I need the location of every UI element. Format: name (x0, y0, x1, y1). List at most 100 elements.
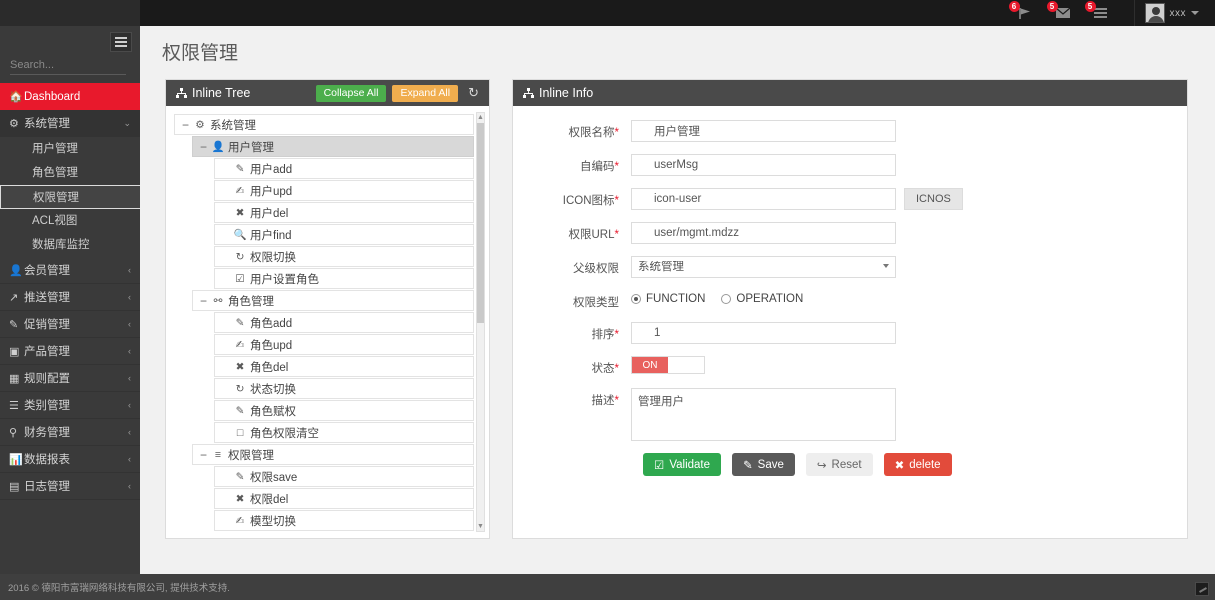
sidebar-item-dashboard[interactable]: 🏠 Dashboard (0, 83, 147, 110)
collapse-all-button[interactable]: Collapse All (315, 84, 387, 102)
tree-node[interactable]: ✖ 权限del (214, 488, 474, 509)
sidebar-item-member-management[interactable]: 👤 会员管理 ‹ (0, 257, 140, 284)
sidebar-item-category-management[interactable]: ☰ 类别管理 ‹ (0, 392, 140, 419)
collapse-toggle-icon[interactable]: − (199, 139, 207, 154)
description-textarea[interactable] (631, 388, 896, 441)
parent-permission-select[interactable]: 系统管理 (631, 256, 896, 278)
validate-button[interactable]: ☑ Validate (643, 453, 722, 476)
topbar-icon-group: 6 5 5 xxx (1008, 0, 1215, 26)
order-input[interactable] (631, 322, 896, 344)
radio-operation[interactable]: OPERATION (721, 293, 803, 305)
tree-node[interactable]: ✍ 模型切换 (214, 510, 474, 531)
key-icon: ⚲ (9, 426, 18, 439)
collapse-toggle-icon[interactable]: − (199, 293, 207, 308)
tree-node[interactable]: ✖ 角色del (214, 356, 474, 377)
sidebar-item-data-report[interactable]: 📊 数据报表 ‹ (0, 446, 140, 473)
hamburger-icon[interactable] (110, 32, 132, 52)
tree-node[interactable]: ✍ 角色upd (214, 334, 474, 355)
tree-node[interactable]: ✍ 用户upd (214, 180, 474, 201)
scroll-up-arrow-icon[interactable]: ▲ (477, 114, 484, 121)
tree-node[interactable]: − ⚯ 角色管理 (192, 290, 474, 311)
flag-badge-count: 6 (1008, 1, 1020, 12)
tree-node[interactable]: ✎ 角色add (214, 312, 474, 333)
desc-control (631, 388, 896, 441)
field-row-code: 自编码* I (513, 154, 1187, 176)
sidebar-nav: 🏠 Dashboard ⚙ 系统管理 ⌄ 用户管理 角色管理 权限管理 ACL视… (0, 83, 265, 500)
sidebar-item-finance-management[interactable]: ⚲ 财务管理 ‹ (0, 419, 140, 446)
reset-button[interactable]: ↪ Reset (805, 453, 873, 476)
sidebar-subitem-user-management[interactable]: 用户管理 (32, 143, 78, 155)
cogs-icon: ⚙ (195, 118, 205, 131)
save-button[interactable]: ✎ Save (732, 453, 795, 476)
top-bar: 6 5 5 xxx (0, 0, 1215, 26)
times-icon: ✖ (894, 459, 905, 472)
sidebar-subitem-acl-view[interactable]: ACL视图 (32, 215, 78, 227)
permission-name-input[interactable] (631, 120, 896, 142)
required-marker: * (614, 195, 619, 207)
permission-icon-input[interactable] (631, 188, 896, 210)
pencil-icon: ✎ (235, 162, 245, 175)
sidebar-item-system-management[interactable]: ⚙ 系统管理 ⌄ (0, 110, 140, 137)
refresh-icon[interactable]: ↻ (468, 85, 479, 100)
sidebar-item-log-management[interactable]: ▤ 日志管理 ‹ (0, 473, 140, 500)
tree-node-label: 用户find (250, 229, 292, 242)
inline-tree-body: − ⚙ 系统管理 − 👤 用户管理 ✎ 用户add ✍ 用户upd ✖ 用户del 🔍 用户find ↻ 权限… (166, 106, 489, 538)
tree-node-label: 权限切换 (250, 251, 296, 264)
cube-icon: ▣ (9, 345, 20, 358)
tree-node[interactable]: ✖ 用户del (214, 202, 474, 223)
permission-code-input[interactable] (631, 154, 896, 176)
code-label-text: 自编码 (580, 161, 615, 173)
scroll-down-arrow-icon[interactable]: ▼ (477, 523, 484, 530)
tree-scrollbar[interactable]: ▲ ▼ (476, 112, 485, 532)
desc-label: 描述* (513, 388, 631, 408)
sidebar-item-label: Dashboard (24, 90, 81, 103)
code-input-wrap: I (631, 154, 896, 176)
permission-url-input[interactable] (631, 222, 896, 244)
sidebar-subitem-role-management[interactable]: 角色管理 (32, 167, 78, 179)
desc-label-text: 描述 (591, 395, 615, 407)
sidebar-item-rule-config[interactable]: ▦ 规则配置 ‹ (0, 365, 140, 392)
tree-node-label: 用户设置角色 (250, 273, 319, 286)
icnos-button[interactable]: ICNOS (904, 188, 963, 210)
tree-node[interactable]: ✎ 权限save (214, 466, 474, 487)
name-input-wrap: I (631, 120, 896, 142)
sidebar-subitem-db-monitor[interactable]: 数据库监控 (32, 239, 90, 251)
search-input[interactable] (10, 58, 152, 71)
messages-button[interactable]: 5 (1046, 1, 1074, 21)
scrollbar-thumb[interactable] (477, 123, 484, 323)
search-icon: 🔍 (233, 229, 247, 241)
required-marker: * (614, 127, 619, 139)
tree-node[interactable]: − 👤 用户管理 (192, 136, 474, 157)
collapse-toggle-icon[interactable]: − (181, 117, 189, 132)
status-toggle[interactable]: ON (631, 356, 705, 374)
name-label: 权限名称* (513, 120, 631, 140)
user-menu[interactable]: xxx (1133, 0, 1208, 26)
radio-function[interactable]: FUNCTION (631, 293, 705, 305)
tree-node-label: 用户管理 (228, 141, 274, 154)
flag-notifications-button[interactable]: 6 (1008, 1, 1036, 21)
tree-node[interactable]: ✎ 角色赋权 (214, 400, 474, 421)
url-label: 权限URL* (513, 222, 631, 242)
tree-node-label: 用户add (250, 163, 293, 176)
resize-handle[interactable] (1195, 582, 1209, 596)
field-row-parent: 父级权限 系统管理 (513, 256, 1187, 278)
sidebar-item-product-management[interactable]: ▣ 产品管理 ‹ (0, 338, 140, 365)
tree-node[interactable]: − ≡ 权限管理 (192, 444, 474, 465)
tree-node[interactable]: − ⚙ 系统管理 (174, 114, 474, 135)
delete-button[interactable]: ✖ delete (883, 453, 952, 476)
expand-all-button[interactable]: Expand All (392, 84, 459, 102)
tree-node[interactable]: 🔍 用户find (214, 224, 474, 245)
tree-node[interactable]: ↻ 状态切换 (214, 378, 474, 399)
sidebar-item-push-management[interactable]: ↗ 推送管理 ‹ (0, 284, 140, 311)
tree-node[interactable]: □ 角色权限清空 (214, 422, 474, 443)
status-toggle-on-label: ON (632, 357, 668, 373)
tasks-button[interactable]: 5 (1084, 1, 1112, 21)
sidebar-item-promotion-management[interactable]: ✎ 促销管理 ‹ (0, 311, 140, 338)
collapse-toggle-icon[interactable]: − (199, 447, 207, 462)
tree-node[interactable]: ✎ 用户add (214, 158, 474, 179)
times-icon: ✖ (235, 360, 245, 373)
tree-node[interactable]: ↻ 权限切换 (214, 246, 474, 267)
tree-node[interactable]: ☑ 用户设置角色 (214, 268, 474, 289)
bars-icon: ≡ (214, 448, 222, 461)
